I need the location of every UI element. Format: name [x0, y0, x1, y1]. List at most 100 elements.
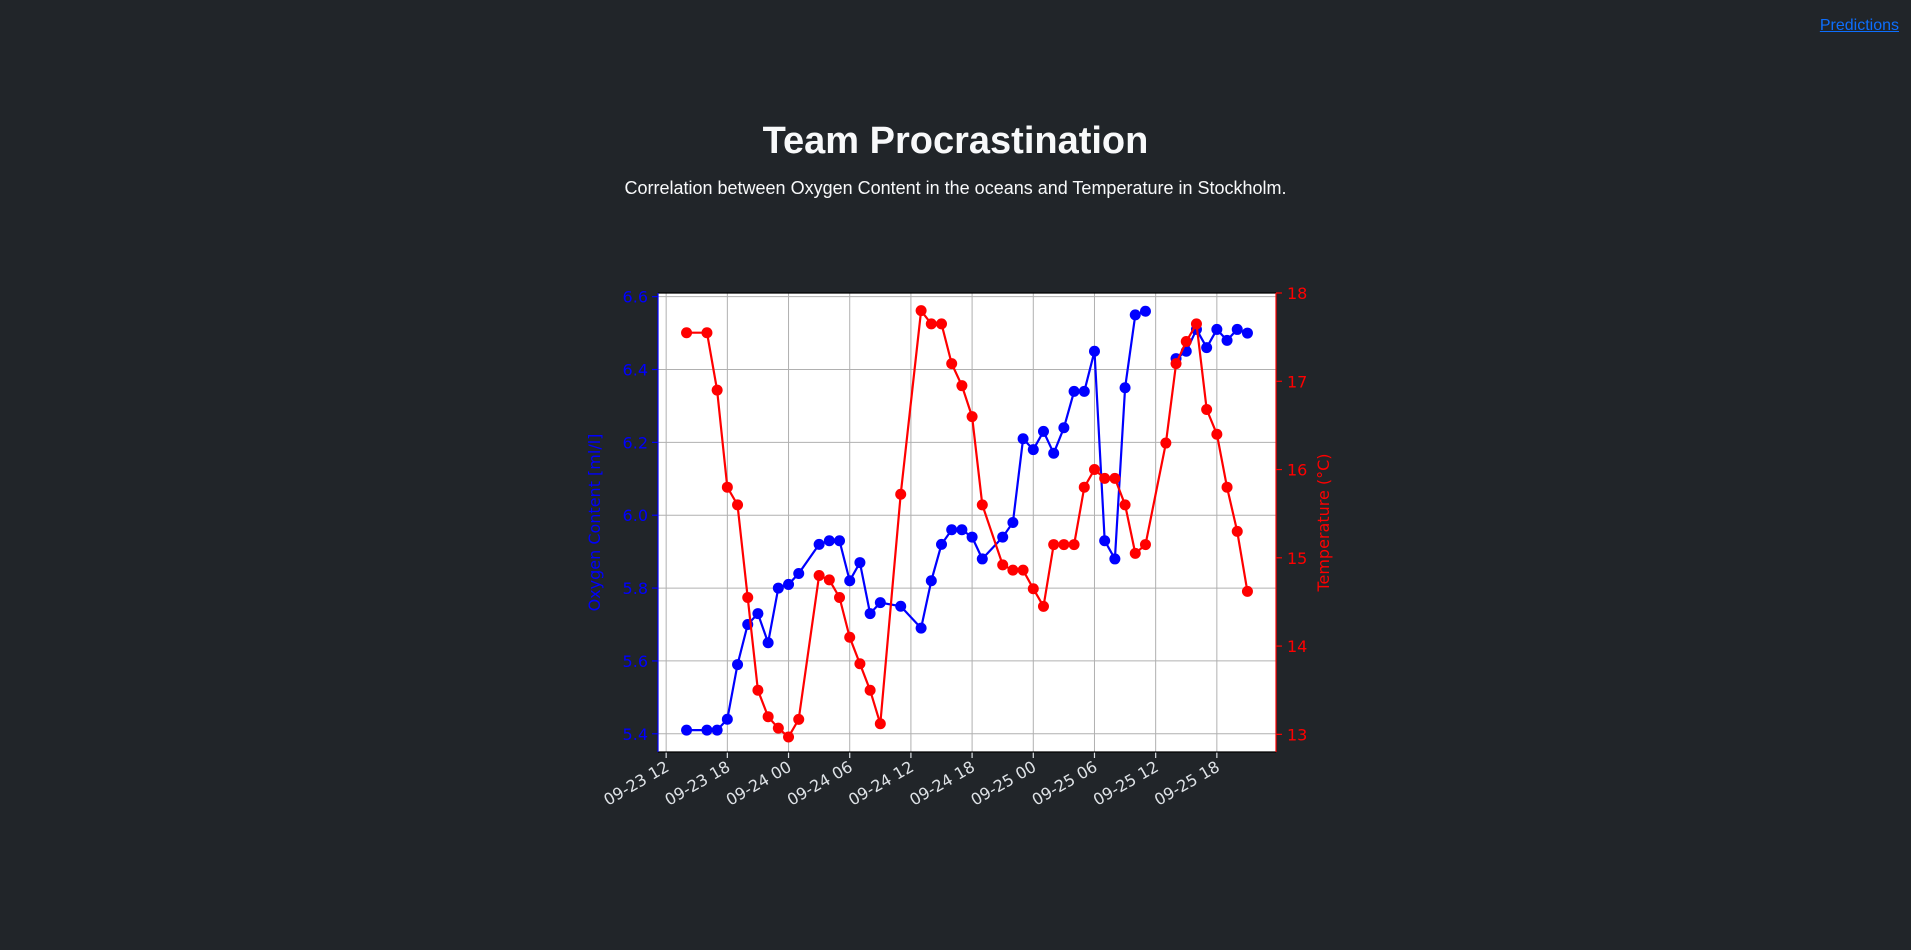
y-left-tick-label: 6.2 [623, 433, 648, 452]
oxygen-point [1109, 553, 1121, 565]
oxygen-point [1007, 517, 1019, 528]
oxygen-point [793, 568, 805, 579]
oxygen-point [681, 724, 693, 736]
oxygen-point [946, 524, 958, 536]
y-right-tick-label: 18 [1287, 284, 1307, 303]
oxygen-point [732, 659, 744, 671]
temperature-point [874, 718, 886, 730]
temperature-point [1231, 525, 1243, 537]
temperature-point [793, 713, 805, 725]
oxygen-point [1139, 305, 1151, 317]
y-left-tick-label: 6.4 [623, 361, 648, 380]
oxygen-point [925, 575, 937, 587]
temperature-point [1190, 318, 1202, 330]
oxygen-point [966, 531, 978, 543]
temperature-point [783, 731, 795, 743]
temperature-point [915, 305, 927, 317]
page-subtitle: Correlation between Oxygen Content in th… [624, 178, 1287, 198]
temperature-point [1221, 481, 1233, 493]
oxygen-point [976, 553, 988, 565]
temperature-point [742, 592, 754, 604]
temperature-point [1211, 428, 1223, 440]
y-left-tick-label: 5.4 [623, 725, 648, 744]
oxygen-point [1027, 444, 1039, 456]
temperature-point [864, 684, 876, 696]
temperature-point [925, 318, 937, 330]
temperature-point [1129, 547, 1141, 559]
x-tick-label: 09-25 18 [1151, 757, 1223, 809]
oxygen-point [936, 538, 948, 550]
x-tick-label: 09-24 12 [845, 757, 917, 809]
oxygen-point [1221, 334, 1233, 346]
y-left-axis-label: Oxygen Content [ml/l] [585, 434, 604, 612]
oxygen-point [1129, 309, 1141, 321]
temperature-point [732, 499, 744, 511]
oxygen-point [1078, 385, 1090, 397]
y-left-tick-label: 5.6 [623, 652, 648, 671]
temperature-point [772, 722, 784, 734]
temperature-point [895, 488, 907, 500]
y-right-tick-label: 13 [1287, 725, 1307, 744]
temperature-point [721, 481, 733, 493]
temperature-point [854, 658, 866, 670]
oxygen-point [997, 531, 1009, 543]
oxygen-point [813, 538, 825, 550]
oxygen-point [772, 582, 784, 594]
temperature-point [701, 327, 713, 339]
temperature-point [1027, 583, 1039, 595]
predictions-link[interactable]: Predictions [1819, 17, 1899, 34]
y-right-tick-label: 15 [1287, 549, 1307, 568]
x-tick-label: 09-23 12 [600, 757, 672, 809]
oxygen-point [895, 600, 907, 612]
temperature-point [1241, 585, 1253, 597]
page-header: Team Procrastination Correlation between… [0, 116, 1911, 199]
x-tick-label: 09-24 18 [906, 757, 978, 809]
oxygen-point [854, 557, 866, 569]
temperature-point [956, 380, 968, 392]
oxygen-point [844, 575, 856, 587]
temperature-point [997, 559, 1009, 571]
oxygen-point [1037, 425, 1049, 437]
temperature-point [936, 318, 948, 330]
oxygen-point [1017, 433, 1029, 445]
temperature-point [823, 574, 835, 586]
temperature-point [1058, 539, 1070, 551]
oxygen-point [721, 713, 733, 725]
oxygen-point [701, 724, 713, 736]
oxygen-point [752, 608, 764, 620]
temperature-point [752, 684, 764, 696]
oxygen-point [783, 578, 795, 590]
oxygen-point [1088, 345, 1100, 357]
temperature-point [1088, 464, 1100, 476]
y-left-tick-label: 6.0 [623, 506, 648, 525]
y-right-tick-label: 16 [1287, 461, 1307, 480]
temperature-point [1048, 539, 1060, 551]
oxygen-point [1068, 385, 1080, 397]
oxygen-point [1099, 535, 1111, 547]
temperature-point [1068, 539, 1080, 551]
oxygen-point [874, 597, 886, 609]
x-tick-label: 09-25 12 [1090, 757, 1162, 809]
temperature-point [966, 411, 978, 423]
y-right-tick-label: 14 [1287, 637, 1307, 656]
temperature-point [1119, 499, 1131, 511]
temperature-point [946, 358, 958, 370]
y-right-axis-label: Temperature (°C) [1314, 453, 1333, 592]
y-left-tick-label: 6.6 [623, 288, 648, 307]
x-tick-label: 09-25 06 [1029, 757, 1101, 809]
temperature-point [1017, 564, 1029, 576]
y-left-tick-label: 5.8 [623, 579, 648, 598]
temperature-point [844, 631, 856, 643]
temperature-point [762, 711, 774, 723]
y-right-tick-label: 17 [1287, 372, 1307, 391]
x-tick-label: 09-25 00 [967, 757, 1039, 809]
temperature-point [1170, 358, 1182, 370]
oxygen-point [1241, 327, 1253, 339]
oxygen-point [1211, 323, 1223, 335]
oxygen-point [864, 608, 876, 620]
temperature-point [1037, 600, 1049, 612]
oxygen-point [711, 724, 723, 736]
temperature-point [1078, 481, 1090, 493]
oxygen-point [834, 535, 846, 547]
x-tick-label: 09-24 06 [784, 757, 856, 809]
